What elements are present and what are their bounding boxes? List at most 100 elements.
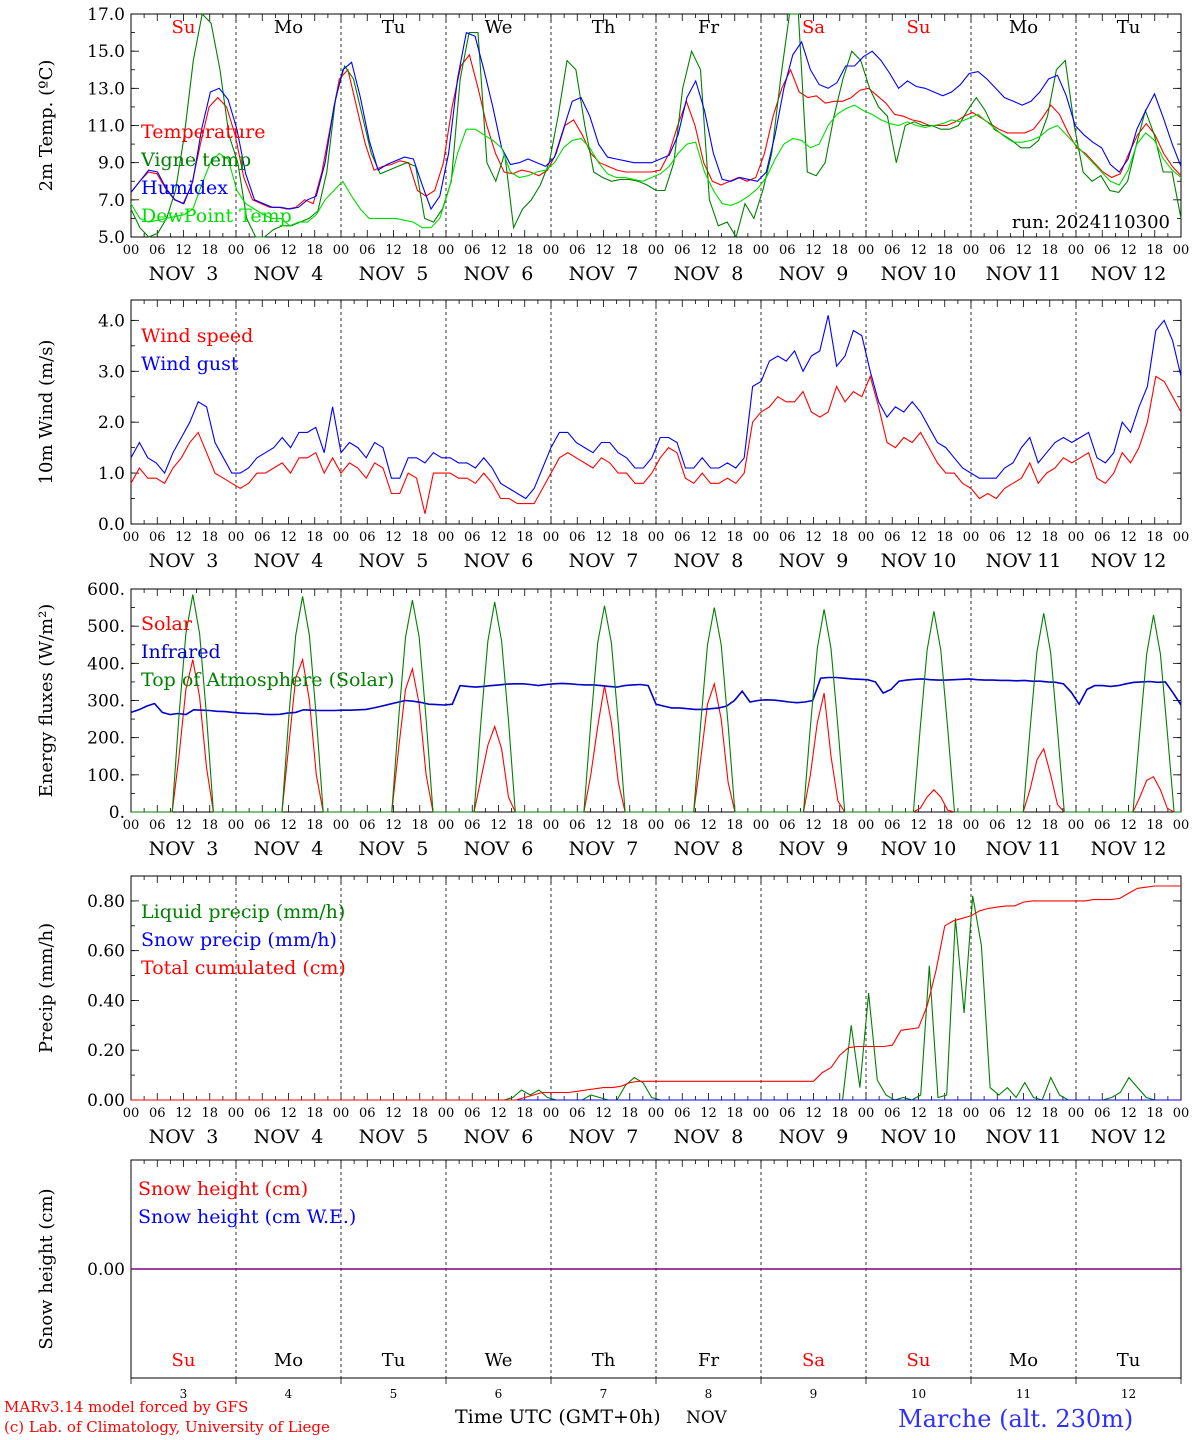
hour-tick-label: 12 — [595, 1106, 612, 1121]
date-label: NOV 7 — [569, 838, 639, 860]
hour-tick-label: 18 — [411, 243, 428, 258]
hour-tick-label: 06 — [674, 530, 691, 545]
hour-tick-label: 00 — [333, 1106, 350, 1121]
y-tick-label: 300. — [87, 692, 125, 712]
series-line-energy-2 — [131, 594, 1181, 813]
hour-tick-label: 12 — [1015, 818, 1032, 833]
hour-tick-label: 18 — [726, 530, 743, 545]
hour-tick-label: 18 — [516, 243, 533, 258]
y-axis-title: 10m Wind (m/s) — [36, 340, 57, 485]
legend-entry: Snow precip (mm/h) — [141, 929, 337, 951]
hour-tick-label: 06 — [884, 1106, 901, 1121]
hour-tick-label: 06 — [989, 1106, 1006, 1121]
hour-tick-label: 18 — [306, 243, 323, 258]
hour-tick-label: 00 — [648, 1106, 665, 1121]
date-label: NOV 4 — [254, 838, 324, 860]
y-tick-label: 0.40 — [87, 991, 125, 1011]
hour-tick-label: 06 — [149, 243, 166, 258]
date-label: NOV 12 — [1091, 263, 1167, 285]
hour-tick-label: 12 — [1015, 1106, 1032, 1121]
day-number-label: 11 — [1016, 1387, 1031, 1401]
legend-entry: Wind speed — [141, 325, 253, 347]
day-number-label: 5 — [390, 1387, 398, 1401]
date-label: NOV 5 — [359, 1126, 429, 1148]
date-label: NOV 8 — [674, 263, 744, 285]
y-tick-label: 600. — [87, 580, 125, 600]
hour-tick-label: 12 — [805, 243, 822, 258]
hour-tick-label: 06 — [884, 243, 901, 258]
date-label: NOV 3 — [149, 550, 219, 572]
hour-tick-label: 12 — [595, 818, 612, 833]
y-tick-label: 500. — [87, 617, 125, 637]
date-label: NOV 10 — [881, 1126, 957, 1148]
date-label: NOV 4 — [254, 263, 324, 285]
hour-tick-label: 18 — [1146, 243, 1163, 258]
hour-tick-label: 06 — [674, 243, 691, 258]
hour-tick-label: 12 — [700, 243, 717, 258]
y-tick-label: 0. — [109, 803, 125, 823]
hour-tick-label: 18 — [1041, 243, 1058, 258]
day-abbr-label: Tu — [1117, 17, 1141, 38]
date-label: NOV 10 — [881, 263, 957, 285]
y-tick-label: 4.0 — [98, 311, 125, 331]
panel-snow: 0.00 Snow height (cm) Snow height (cm) Snow… — [36, 1159, 1182, 1401]
hour-tick-label: 12 — [805, 530, 822, 545]
hour-tick-label: 12 — [700, 818, 717, 833]
hour-tick-label: 06 — [149, 530, 166, 545]
legend-entry: Vigne temp — [140, 149, 251, 171]
hour-tick-label: 00 — [858, 243, 875, 258]
hour-tick-label: 00 — [648, 818, 665, 833]
hour-tick-label: 12 — [1015, 530, 1032, 545]
hour-tick-label: 00 — [1068, 530, 1085, 545]
x-axis-month: NOV — [686, 1408, 728, 1428]
hour-tick-label: 12 — [280, 243, 297, 258]
hour-tick-label: 00 — [963, 243, 980, 258]
hour-tick-label: 18 — [306, 818, 323, 833]
series-line-temperature-1 — [130, 12, 1182, 239]
hour-tick-label: 18 — [936, 818, 953, 833]
hour-tick-label: 12 — [805, 1106, 822, 1121]
run-label: run: 2024110300 — [1012, 212, 1170, 233]
hour-tick-label: 12 — [910, 530, 927, 545]
hour-tick-label: 18 — [1146, 1106, 1163, 1121]
date-label: NOV 3 — [149, 263, 219, 285]
plot-frame — [130, 13, 1182, 238]
date-label: NOV 11 — [986, 550, 1062, 572]
hour-tick-label: 12 — [910, 243, 927, 258]
hour-tick-label: 06 — [989, 530, 1006, 545]
hour-tick-label: 12 — [280, 530, 297, 545]
y-tick-label: 11.0 — [87, 117, 125, 137]
series-line-temperature-0 — [130, 53, 1182, 210]
hour-tick-label: 12 — [490, 1106, 507, 1121]
hour-tick-label: 18 — [1041, 530, 1058, 545]
date-label: NOV 12 — [1091, 550, 1167, 572]
hour-tick-label: 18 — [411, 818, 428, 833]
date-label: NOV 3 — [149, 1126, 219, 1148]
hour-tick-label: 12 — [385, 530, 402, 545]
hour-tick-label: 18 — [516, 1106, 533, 1121]
hour-tick-label: 18 — [306, 1106, 323, 1121]
day-abbr-label: Fr — [698, 1350, 719, 1371]
hour-tick-label: 18 — [201, 1106, 218, 1121]
hour-tick-label: 00 — [228, 530, 245, 545]
hour-tick-label: 18 — [1146, 530, 1163, 545]
hour-tick-label: 18 — [1041, 1106, 1058, 1121]
hour-tick-label: 00 — [438, 243, 455, 258]
y-axis-title: Precip (mm/h) — [36, 923, 57, 1053]
hour-tick-label: 18 — [621, 818, 638, 833]
legend-entry: Wind gust — [141, 353, 239, 375]
hour-tick-label: 12 — [595, 243, 612, 258]
hour-tick-label: 12 — [385, 1106, 402, 1121]
hour-tick-label: 00 — [1068, 818, 1085, 833]
day-abbr-label: Tu — [382, 17, 406, 38]
hour-tick-label: 00 — [333, 530, 350, 545]
day-abbr-label: Su — [172, 1350, 196, 1371]
date-label: NOV 12 — [1091, 1126, 1167, 1148]
hour-tick-label: 06 — [1094, 530, 1111, 545]
hour-tick-label: 12 — [175, 243, 192, 258]
date-label: NOV 7 — [569, 1126, 639, 1148]
y-tick-label: 0.0 — [98, 515, 125, 535]
date-label: NOV 4 — [254, 1126, 324, 1148]
hour-tick-label: 00 — [123, 818, 140, 833]
panel-energy: 0. 100. 200. 300. 400. 500. 600. Energy fluxes … — [36, 580, 1189, 860]
